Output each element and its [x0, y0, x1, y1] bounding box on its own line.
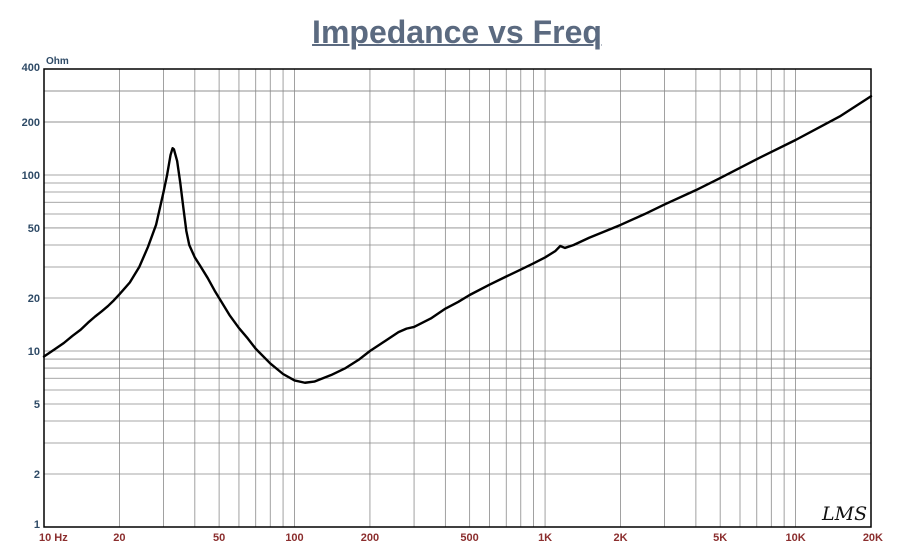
- y-tick-label: 20: [28, 293, 40, 305]
- x-tick-label: 10 Hz: [39, 532, 68, 544]
- grid: [44, 69, 871, 527]
- x-tick-label: 1K: [538, 532, 552, 544]
- lms-logo: LMS: [821, 503, 867, 525]
- chart-title: Impedance vs Freq: [312, 14, 602, 50]
- y-tick-label: 400: [22, 62, 40, 74]
- y-axis-unit-label: Ohm: [46, 56, 69, 67]
- x-tick-label: 20K: [863, 532, 883, 544]
- impedance-curve: [42, 95, 873, 384]
- x-tick-labels: 10 Hz 20 50 100 200 500 1K 2K 5K 10K 20K: [39, 532, 883, 544]
- y-tick-label: 5: [34, 399, 40, 411]
- x-tick-label: 2K: [613, 532, 627, 544]
- x-tick-label: 200: [361, 532, 379, 544]
- x-tick-label: 10K: [786, 532, 806, 544]
- x-tick-label: 5K: [713, 532, 727, 544]
- x-tick-label: 500: [460, 532, 478, 544]
- y-tick-label: 1: [34, 519, 40, 531]
- y-tick-label: 200: [22, 117, 40, 129]
- y-tick-label: 10: [28, 346, 40, 358]
- plot-border: [43, 68, 872, 528]
- x-tick-label: 20: [113, 532, 125, 544]
- y-tick-label: 100: [22, 170, 40, 182]
- y-tick-label: 50: [28, 223, 40, 235]
- y-tick-label: 2: [34, 469, 40, 481]
- x-tick-label: 100: [285, 532, 303, 544]
- x-tick-label: 50: [213, 532, 225, 544]
- y-tick-labels: 1 2 5 10 20 50 100 200 400: [22, 62, 40, 531]
